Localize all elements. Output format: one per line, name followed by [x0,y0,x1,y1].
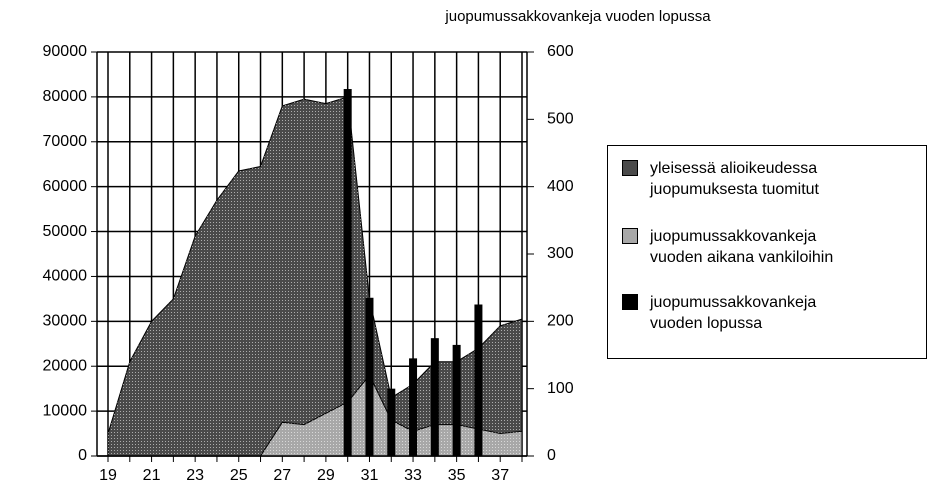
legend-label: yleisessä alioikeudessa juopumuksesta tu… [650,160,819,198]
legend-swatch [622,160,638,176]
y-tick-label: 80000 [43,88,88,105]
bar [343,89,352,457]
legend-label: juopumussakkovankeja vuoden aikana vanki… [650,228,834,266]
y-tick-label: 40000 [43,268,88,285]
x-tick-label: 31 [361,467,379,484]
y2-tick-label: 200 [547,313,574,330]
x-tick-label: 27 [273,467,291,484]
y-tick-label: 10000 [43,402,88,419]
bar [474,304,483,456]
legend-swatch [622,294,638,310]
x-tick-label: 29 [317,467,335,484]
legend-entry: juopumussakkovankeja vuoden lopussa [622,292,816,334]
y2-tick-label: 300 [547,245,574,262]
bar [365,297,374,456]
y-tick-label: 60000 [43,178,88,195]
y2-tick-label: 600 [547,43,574,60]
legend-swatch [622,228,638,244]
x-tick-label: 21 [143,467,161,484]
y2-tick-label: 100 [547,380,574,397]
y2-tick-label: 500 [547,111,574,128]
y-tick-label: 20000 [43,357,88,374]
area-texture [108,375,522,456]
legend-entry: juopumussakkovankeja vuoden aikana vanki… [622,226,833,268]
y2-tick-label: 0 [547,447,556,464]
y-tick-label: 50000 [43,223,88,240]
y2-tick-label: 400 [547,178,574,195]
legend: yleisessä alioikeudessa juopumuksesta tu… [607,145,927,359]
y-tick-label: 70000 [43,133,88,150]
plot [107,89,523,457]
area-texture [108,96,522,456]
y-tick-label: 30000 [43,313,88,330]
axes: 0 10000 20000 30000 40000 50000 60000 70000 8000… [43,43,574,484]
x-tick-label: 25 [230,467,248,484]
bar [409,358,418,456]
y-tick-label: 0 [78,447,87,464]
bar [387,388,396,456]
bar [452,344,461,456]
x-tick-label: 33 [404,467,422,484]
x-tick-label: 23 [186,467,204,484]
bar [430,338,439,456]
x-tick-label: 19 [99,467,117,484]
y-tick-label: 90000 [43,43,88,60]
x-tick-label: 35 [448,467,466,484]
x-tick-label: 37 [491,467,509,484]
chart-title: juopumussakkovankeja vuoden lopussa [444,8,711,25]
legend-entry: yleisessä alioikeudessa juopumuksesta tu… [622,158,819,200]
legend-label: juopumussakkovankeja vuoden lopussa [650,294,817,332]
